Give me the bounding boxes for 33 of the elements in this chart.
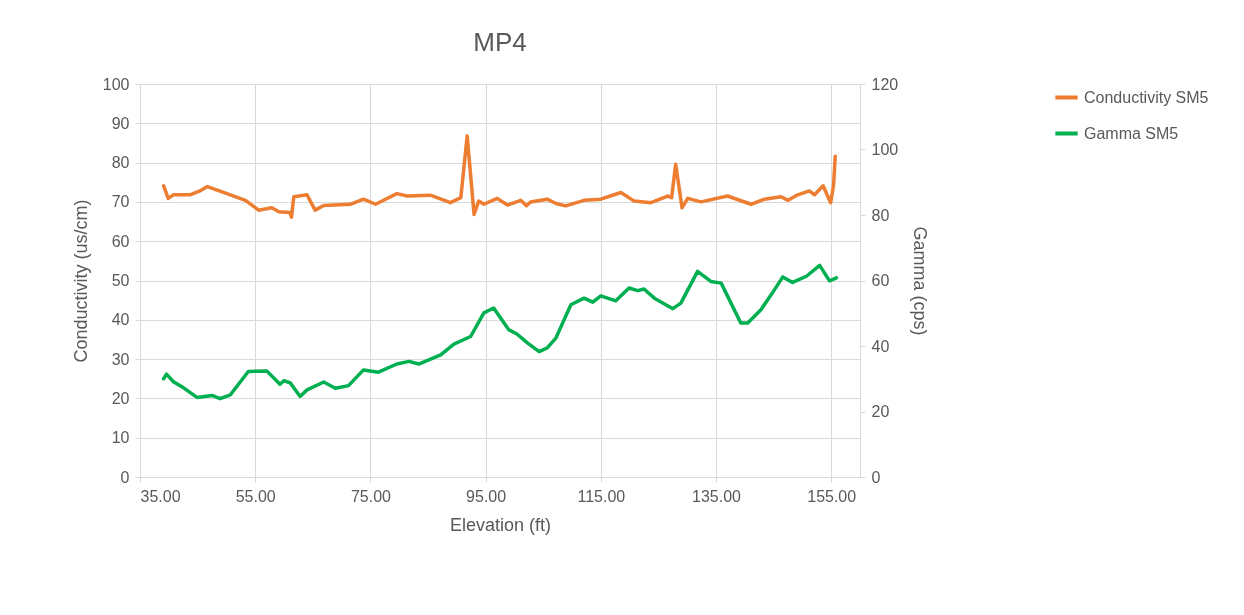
legend-label: Conductivity SM5 bbox=[1084, 88, 1209, 106]
y2-tick-label: 100 bbox=[871, 141, 899, 158]
x-axis-title: Elevation (ft) bbox=[449, 514, 552, 535]
y2-tick-label: 60 bbox=[871, 272, 890, 289]
y-tick-label: 70 bbox=[111, 193, 130, 211]
y2-tick-label: 20 bbox=[871, 403, 890, 420]
line-series bbox=[161, 263, 839, 401]
y2-tick-label: 40 bbox=[871, 337, 890, 355]
y2-tick-label: 120 bbox=[871, 75, 899, 93]
y-tick-label: 90 bbox=[111, 114, 130, 132]
line-series bbox=[161, 134, 837, 219]
x-tick-label: 35.00 bbox=[140, 487, 181, 505]
x-tick-label: 115.00 bbox=[577, 487, 626, 505]
y2-tick-label: 80 bbox=[871, 206, 890, 224]
x-tick-label: 55.00 bbox=[235, 487, 276, 505]
legend-label: Gamma SM5 bbox=[1084, 124, 1179, 142]
x-tick-label: 95.00 bbox=[466, 487, 507, 505]
chart-title: MP4 bbox=[473, 27, 527, 57]
y-tick-label: 80 bbox=[111, 154, 130, 172]
y2-axis-title: Gamma (cps) bbox=[910, 226, 931, 336]
x-tick-label: 135.00 bbox=[692, 487, 742, 505]
y-tick-label: 100 bbox=[102, 75, 130, 93]
y-tick-label: 20 bbox=[111, 389, 130, 407]
x-tick-label: 155.00 bbox=[807, 487, 857, 505]
y-tick-label: 30 bbox=[111, 350, 130, 368]
y-axis-title: Conductivity (us/cm) bbox=[70, 199, 91, 363]
x-tick-label: 75.00 bbox=[350, 487, 392, 505]
y-tick-label: 40 bbox=[111, 311, 130, 329]
y-tick-label: 60 bbox=[111, 232, 130, 250]
y-tick-label: 10 bbox=[111, 429, 130, 447]
y-tick-label: 0 bbox=[120, 468, 130, 486]
y-tick-label: 50 bbox=[111, 272, 130, 289]
y2-tick-label: 0 bbox=[871, 468, 881, 486]
